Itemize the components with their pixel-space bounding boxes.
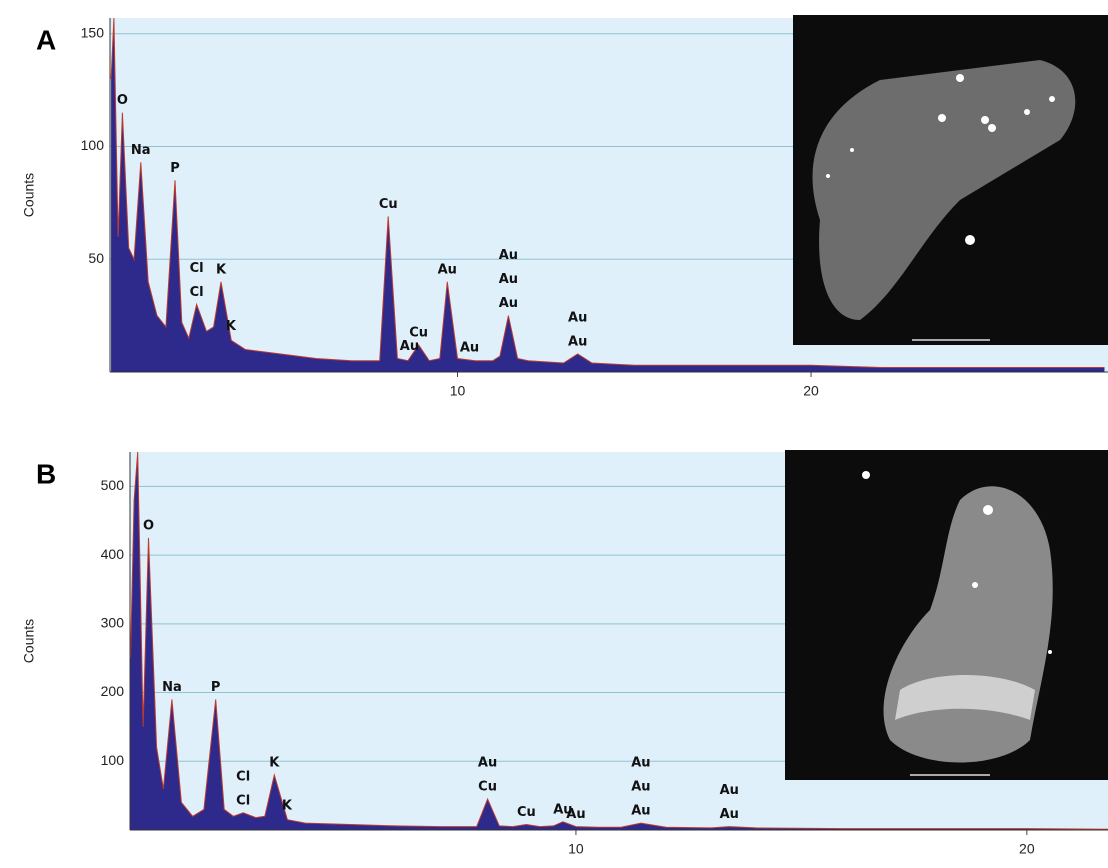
panel-label: B <box>36 458 56 489</box>
peak-label: K <box>216 262 227 277</box>
peak-label: O <box>117 93 128 108</box>
panel-label: A <box>36 24 56 55</box>
peak-label: Cl <box>236 793 250 808</box>
peak-label: P <box>170 161 180 176</box>
y-tick-label: 100 <box>81 137 105 153</box>
peak-label: K <box>269 756 280 771</box>
peak-label: Au <box>566 807 585 822</box>
peak-label: Au <box>568 310 587 325</box>
x-tick-label: 10 <box>450 383 466 399</box>
y-tick-label: 500 <box>101 477 125 493</box>
peak-label: Cu <box>379 197 398 212</box>
spectrum-panel: 100 200 300 400 500 10 20 O Na P Cl Cl K K Cu Au Cu Au Au A… <box>0 420 1108 868</box>
peak-label: K <box>226 319 237 334</box>
peak-label: Au <box>631 756 650 771</box>
peak-label: Au <box>568 334 587 349</box>
y-axis-label: Counts <box>21 173 37 217</box>
peak-label: Au <box>460 341 479 356</box>
peak-label: Au <box>720 807 739 822</box>
peak-label: P <box>211 680 221 695</box>
page: {"chart_data": [ {"type": "area", "panel… <box>0 0 1108 868</box>
peak-label: Au <box>499 248 518 263</box>
peak-label: Na <box>131 143 151 158</box>
y-tick-label: 200 <box>101 683 125 699</box>
inset-image <box>793 15 1108 345</box>
peak-label: Au <box>499 296 518 311</box>
peak-label: Au <box>631 804 650 819</box>
peak-label: Cl <box>190 285 204 300</box>
y-tick-label: 150 <box>81 24 105 40</box>
peak-label: Cu <box>409 325 428 340</box>
peak-label: Au <box>478 756 497 771</box>
y-tick-label: 100 <box>101 752 125 768</box>
peak-label: Cl <box>190 261 204 276</box>
inset-image <box>785 450 1108 780</box>
peak-label: O <box>143 518 154 533</box>
peak-label: Au <box>499 272 518 287</box>
peak-label: Au <box>631 780 650 795</box>
y-tick-label: 400 <box>101 546 125 562</box>
x-tick-label: 20 <box>803 383 819 399</box>
peak-label: K <box>282 799 293 814</box>
y-axis-label: Counts <box>21 619 37 663</box>
peak-label: Au <box>438 262 457 277</box>
peak-label: Cu <box>478 780 497 795</box>
peak-label: Cl <box>236 769 250 784</box>
peak-label: Cu <box>517 805 536 820</box>
peak-label: Au <box>400 339 419 354</box>
peak-label: Au <box>720 783 739 798</box>
y-tick-label: 50 <box>88 250 104 266</box>
y-tick-label: 300 <box>101 615 125 631</box>
x-tick-label: 20 <box>1019 841 1035 857</box>
peak-label: Na <box>162 680 182 695</box>
x-tick-label: 10 <box>568 841 584 857</box>
